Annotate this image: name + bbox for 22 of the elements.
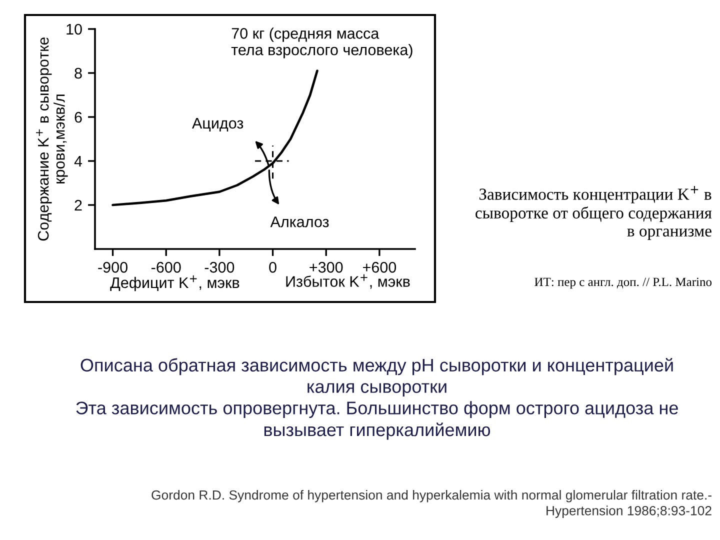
y-tick-label: 6: [74, 112, 82, 123]
text: Описана обратная зависимость между pH сыворотки и концентрацией калия сыворотки Эта зависимость опровергнута. Большинство форм острого ацидоза не вызывает гиперкалийемию: [76, 358, 678, 440]
y-tick-label: 4: [74, 156, 82, 167]
y-tick-label: 10: [66, 24, 82, 35]
annotation: Алкалоз: [270, 216, 329, 228]
line-series: [112, 70, 318, 206]
x-tick-label: -300: [204, 262, 234, 273]
text: Gordon R.D. Syndrome of hypertension and hyperkalemia with normal glomerular filtration rate.- Hypertension 1986;8:93-102: [152, 490, 712, 518]
annotation: Ацидоз: [192, 118, 244, 132]
y-tick-label: 8: [74, 68, 82, 79]
x-tick-label: 0: [269, 262, 276, 273]
x-tick-label: +600: [362, 262, 396, 273]
x-tick-label: +300: [310, 262, 343, 273]
x-tick-label: -600: [152, 262, 181, 273]
y-axis-title: Содержание K$^{+}$ в сыворотке крови,мэкв/л: [36, 37, 68, 241]
x-tick-label: -900: [98, 262, 128, 273]
text: Зависимость концентрации K$^{+}$ в сыворотке от общего содержания в организме: [476, 186, 712, 240]
text: ИТ: пер с англ. доп. // P.L. Marino: [534, 278, 712, 289]
text: Избыток K$^{+}$, мэкв: [286, 274, 410, 289]
series-label: 70 кг (средняя масса тела взрослого человека): [231, 28, 412, 58]
x-axis-title: Дефицит K$^{+}$, мэкв: [110, 275, 240, 292]
y-tick-label: 2: [74, 200, 82, 211]
